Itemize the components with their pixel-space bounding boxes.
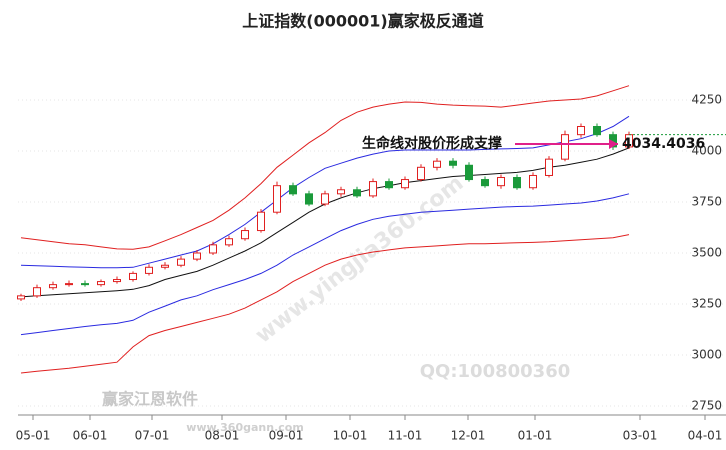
candle-body	[433, 160, 441, 168]
candle-body	[81, 283, 89, 286]
candle-body	[257, 211, 265, 232]
candle-body	[225, 238, 233, 246]
watermark: 赢家江恩软件	[102, 390, 198, 409]
x-tick-label: 07-01	[135, 429, 170, 443]
candle-body	[353, 189, 361, 197]
x-tick-label: 03-01	[623, 429, 658, 443]
candle-body	[481, 179, 489, 187]
candle-body	[385, 181, 393, 189]
candle-body	[241, 230, 249, 240]
x-tick-label: 08-01	[205, 429, 240, 443]
candle-body	[369, 181, 377, 197]
candle-body	[129, 272, 137, 281]
y-tick-label: 3750	[691, 194, 722, 208]
candle-body	[97, 281, 105, 286]
candle-body	[17, 295, 25, 300]
channel-line	[20, 85, 630, 250]
candle-body	[65, 283, 73, 286]
candle-body	[545, 158, 553, 176]
candle-body	[417, 166, 425, 181]
y-tick-label: 3000	[691, 348, 722, 362]
chart-title: 上证指数(000001)赢家极反通道	[242, 12, 483, 31]
candle-body	[577, 126, 585, 136]
candle-body	[513, 177, 521, 189]
candle-body	[401, 179, 409, 189]
x-tick-label: 06-01	[73, 429, 108, 443]
y-tick-label: 3250	[691, 297, 722, 311]
candle-body	[273, 185, 281, 213]
watermark: QQ:100800360	[420, 361, 571, 382]
channel-line	[20, 115, 630, 269]
y-tick-label: 2750	[691, 399, 722, 413]
x-tick-label: 11-01	[388, 429, 423, 443]
x-tick-label: 10-01	[333, 429, 368, 443]
arrow-head	[609, 138, 618, 149]
candle-body	[33, 287, 41, 297]
y-tick-label: 4250	[691, 92, 722, 106]
y-tick-label: 4000	[691, 143, 722, 157]
annotation-text: 生命线对股价形成支撑	[362, 135, 502, 152]
candle-body	[449, 160, 457, 166]
x-tick-label: 05-01	[16, 429, 51, 443]
x-tick-label: 04-01	[688, 429, 723, 443]
candle-body	[193, 252, 201, 260]
y-tick-label: 3500	[691, 246, 722, 260]
candle-body	[561, 134, 569, 160]
candle-body	[161, 264, 169, 268]
x-tick-label: 09-01	[269, 429, 304, 443]
candle-body	[305, 193, 313, 205]
annotation-value: 4034.4036	[622, 136, 705, 152]
candle-body	[497, 177, 505, 187]
candle-body	[321, 193, 329, 205]
watermark: www.360gann.com	[186, 421, 304, 434]
candle-body	[49, 284, 57, 289]
candle-body	[529, 174, 537, 189]
channel-line	[20, 193, 630, 336]
channel-line	[20, 234, 630, 374]
candle-body	[593, 126, 601, 136]
x-tick-label: 01-01	[518, 429, 553, 443]
candle-body	[177, 258, 185, 266]
candle-body	[337, 189, 345, 195]
candle-body	[145, 266, 153, 274]
candle-body	[289, 185, 297, 195]
candle-body	[113, 279, 121, 283]
candle-body	[465, 164, 473, 181]
x-tick-label: 12-01	[451, 429, 486, 443]
candle-body	[209, 244, 217, 254]
